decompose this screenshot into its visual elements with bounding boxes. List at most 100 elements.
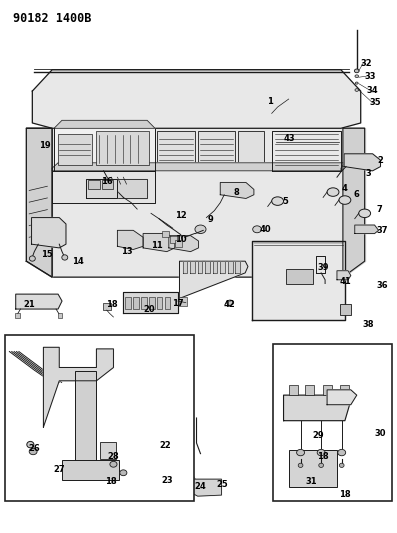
Text: 3: 3: [366, 169, 372, 178]
Text: 34: 34: [367, 85, 378, 94]
Bar: [305, 384, 314, 395]
Text: 27: 27: [54, 465, 65, 474]
Text: 26: 26: [29, 444, 40, 453]
Ellipse shape: [355, 88, 358, 91]
Polygon shape: [143, 233, 175, 252]
Bar: [100, 442, 116, 459]
Text: 17: 17: [172, 299, 184, 308]
Text: 4: 4: [342, 184, 348, 193]
Polygon shape: [169, 236, 198, 252]
Polygon shape: [54, 120, 155, 128]
Polygon shape: [283, 395, 351, 421]
Bar: [162, 231, 169, 237]
Ellipse shape: [319, 463, 324, 467]
Polygon shape: [337, 271, 351, 280]
Ellipse shape: [355, 75, 358, 77]
Polygon shape: [181, 479, 222, 496]
Polygon shape: [86, 179, 118, 198]
Polygon shape: [343, 128, 365, 277]
Polygon shape: [252, 241, 345, 320]
Text: 33: 33: [364, 71, 376, 80]
Polygon shape: [52, 171, 155, 203]
Ellipse shape: [317, 449, 325, 456]
Text: 13: 13: [121, 247, 132, 256]
Text: 10: 10: [175, 236, 187, 245]
Text: 1: 1: [267, 97, 273, 106]
Polygon shape: [123, 292, 178, 313]
Ellipse shape: [62, 255, 68, 260]
Polygon shape: [27, 128, 52, 277]
Polygon shape: [228, 261, 233, 273]
Bar: [170, 236, 177, 243]
Bar: [102, 180, 114, 189]
Polygon shape: [344, 154, 380, 171]
Polygon shape: [31, 217, 66, 248]
Polygon shape: [118, 179, 147, 198]
Bar: [323, 384, 332, 395]
Text: 2: 2: [378, 156, 384, 165]
Polygon shape: [220, 182, 254, 198]
Polygon shape: [54, 128, 155, 171]
Polygon shape: [52, 163, 345, 171]
Text: 30: 30: [375, 430, 386, 439]
Text: 9: 9: [208, 215, 213, 224]
Polygon shape: [198, 261, 202, 273]
Text: 18: 18: [105, 477, 116, 486]
Polygon shape: [16, 294, 62, 309]
Text: 38: 38: [363, 320, 374, 329]
Text: 18: 18: [106, 300, 117, 309]
Polygon shape: [327, 390, 357, 405]
Text: 18: 18: [317, 452, 329, 461]
Bar: [88, 180, 100, 189]
Text: 43: 43: [284, 134, 295, 143]
Ellipse shape: [253, 226, 261, 233]
Bar: [133, 297, 139, 309]
Text: 32: 32: [361, 59, 372, 68]
Text: 22: 22: [159, 441, 171, 450]
Ellipse shape: [339, 463, 344, 467]
Ellipse shape: [110, 462, 117, 467]
Bar: [157, 131, 195, 163]
Ellipse shape: [355, 69, 359, 72]
Polygon shape: [43, 348, 114, 427]
Bar: [289, 450, 337, 487]
Polygon shape: [27, 128, 365, 277]
Ellipse shape: [29, 448, 37, 455]
Bar: [165, 419, 188, 454]
Text: 6: 6: [354, 190, 360, 199]
Bar: [58, 134, 92, 165]
Ellipse shape: [29, 256, 35, 261]
Bar: [58, 313, 62, 318]
Text: 21: 21: [23, 300, 35, 309]
Polygon shape: [355, 225, 378, 233]
Bar: [340, 384, 349, 395]
Text: 8: 8: [233, 188, 239, 197]
Text: 41: 41: [340, 277, 351, 286]
Bar: [340, 304, 351, 316]
Polygon shape: [205, 261, 210, 273]
Text: 42: 42: [224, 300, 235, 309]
Ellipse shape: [339, 196, 351, 204]
Bar: [157, 297, 162, 309]
Text: 90182 1400B: 90182 1400B: [13, 12, 91, 26]
Bar: [165, 297, 170, 309]
Bar: [149, 297, 154, 309]
Text: 5: 5: [283, 197, 289, 206]
Bar: [179, 297, 187, 306]
Text: 16: 16: [101, 177, 113, 186]
Text: 40: 40: [259, 225, 271, 234]
Ellipse shape: [327, 188, 339, 196]
Bar: [103, 303, 111, 310]
Bar: [96, 131, 149, 165]
Text: 7: 7: [377, 205, 383, 214]
Text: 15: 15: [42, 250, 53, 259]
Text: 11: 11: [151, 241, 163, 250]
Ellipse shape: [359, 209, 370, 217]
Text: 39: 39: [317, 263, 329, 272]
Polygon shape: [272, 131, 341, 171]
Ellipse shape: [355, 82, 358, 84]
Polygon shape: [118, 230, 143, 249]
Text: 36: 36: [377, 280, 388, 289]
Polygon shape: [213, 261, 218, 273]
Bar: [75, 371, 96, 475]
